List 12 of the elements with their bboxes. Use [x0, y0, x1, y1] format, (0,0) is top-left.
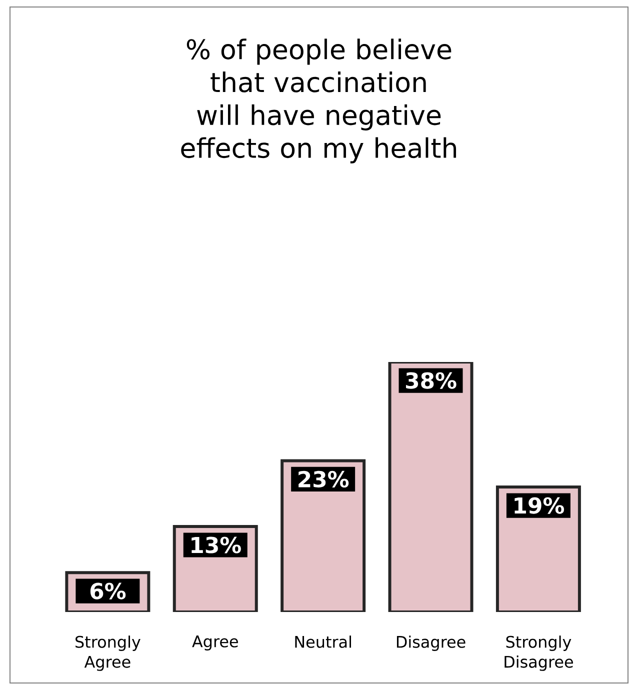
bar — [390, 362, 472, 612]
chart-title: % of people believe that vaccination will have negative effects on my health — [181, 38, 456, 164]
data-label: 19% — [514, 497, 564, 514]
x-tick-label: Strongly Agree — [76, 636, 140, 671]
x-tick-label: Strongly Disagree — [504, 636, 573, 671]
data-label: 6% — [90, 582, 126, 600]
data-label: 13% — [192, 536, 241, 554]
x-tick-label: Agree — [192, 636, 238, 650]
data-label: 38% — [406, 372, 456, 389]
x-tick-label: Disagree — [396, 636, 466, 651]
data-label: 23% — [298, 470, 349, 488]
x-tick-label: Neutral — [295, 636, 351, 648]
